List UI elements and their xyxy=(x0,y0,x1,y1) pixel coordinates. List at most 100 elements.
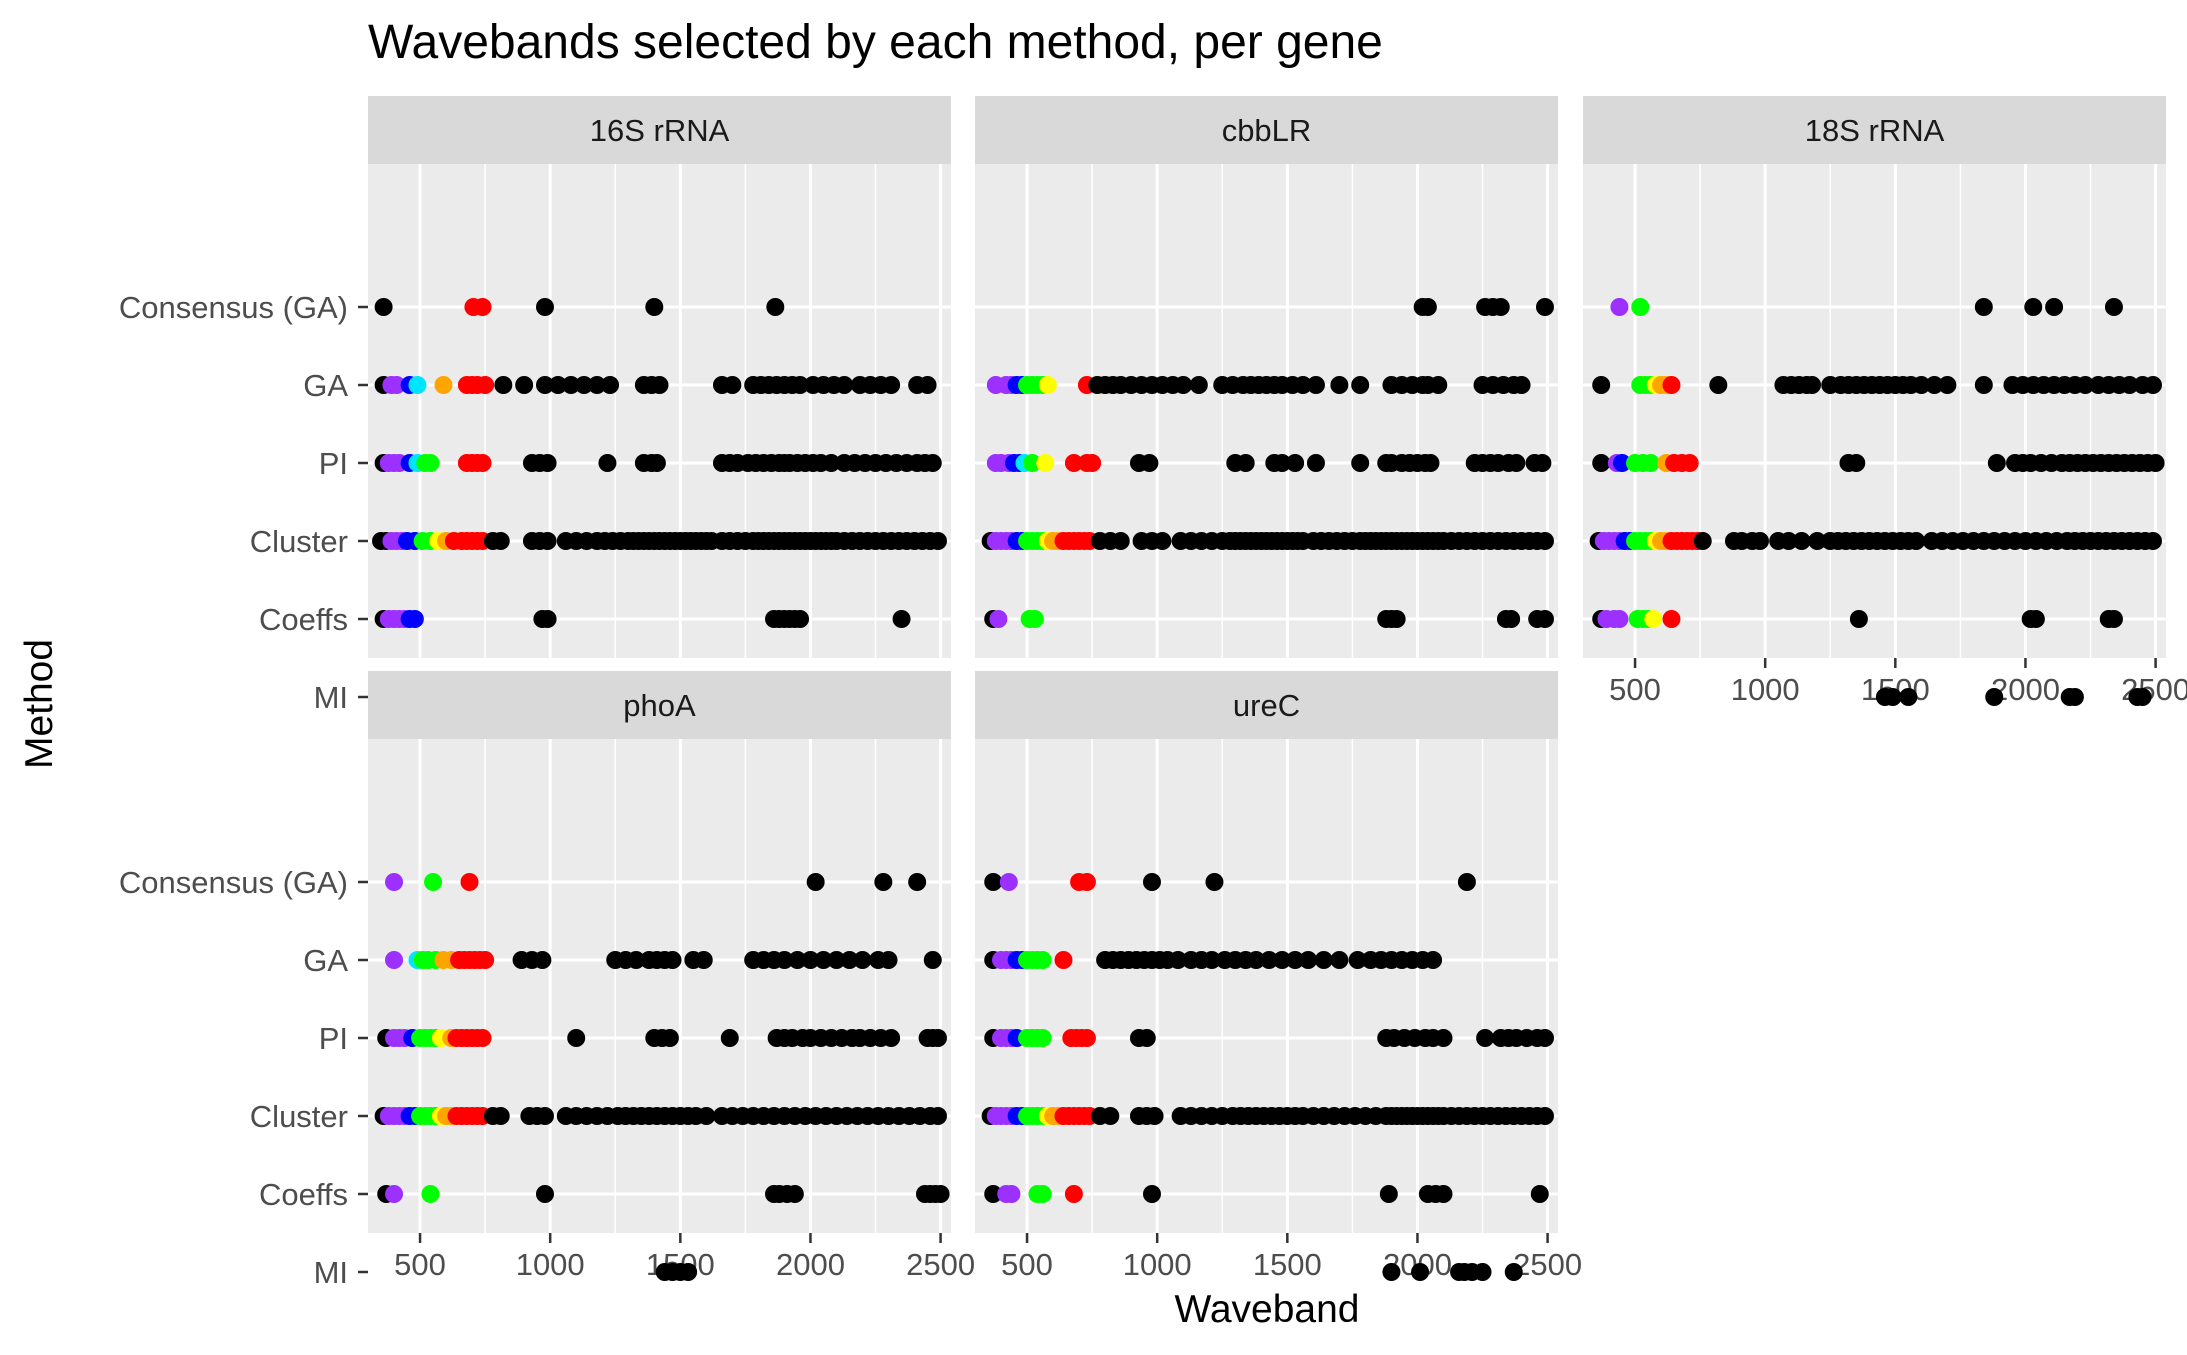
data-point xyxy=(1925,376,1944,394)
data-point xyxy=(567,1029,586,1047)
data-point xyxy=(1987,454,2006,472)
data-point xyxy=(1883,688,1902,706)
x-axis-title: Waveband xyxy=(1174,1288,1359,1331)
data-point xyxy=(1912,376,1931,394)
facet-strip xyxy=(368,671,951,739)
data-point xyxy=(1023,454,1042,472)
data-point xyxy=(1434,1029,1453,1047)
data-point xyxy=(1033,1029,1052,1047)
data-point xyxy=(387,376,406,394)
data-point xyxy=(1792,532,1811,550)
data-point xyxy=(1387,610,1406,628)
facet-strip xyxy=(1583,96,2166,164)
y-tick-label: GA xyxy=(303,943,348,978)
y-tick-label: MI xyxy=(314,1255,348,1290)
x-tick-label: 2000 xyxy=(1991,672,2060,707)
data-point xyxy=(1077,1029,1096,1047)
data-point xyxy=(1750,532,1769,550)
data-point xyxy=(1476,1029,1495,1047)
data-point xyxy=(627,951,646,969)
data-point xyxy=(374,298,393,316)
data-point xyxy=(1382,1263,1401,1281)
data-point xyxy=(1535,1029,1554,1047)
data-point xyxy=(663,951,682,969)
data-point xyxy=(535,376,554,394)
data-point xyxy=(1293,376,1312,394)
data-point xyxy=(908,873,927,891)
data-point xyxy=(1025,610,1044,628)
data-point xyxy=(1002,1185,1021,1203)
y-tick-label: GA xyxy=(303,368,348,403)
data-point xyxy=(1273,454,1292,472)
data-point xyxy=(1535,532,1554,550)
data-point xyxy=(2026,610,2045,628)
data-point xyxy=(1535,610,1554,628)
facet-strip xyxy=(975,96,1558,164)
data-point xyxy=(2104,298,2123,316)
data-point xyxy=(892,610,911,628)
data-point xyxy=(598,454,617,472)
y-tick-label: Consensus (GA) xyxy=(119,865,348,900)
data-point xyxy=(2045,298,2064,316)
data-point xyxy=(1054,951,1073,969)
data-point xyxy=(647,454,666,472)
data-point xyxy=(814,951,833,969)
data-point xyxy=(1709,376,1728,394)
data-point xyxy=(791,610,810,628)
data-point xyxy=(1473,1263,1492,1281)
data-point xyxy=(1077,873,1096,891)
data-point xyxy=(424,873,443,891)
data-point xyxy=(1038,376,1057,394)
data-point xyxy=(1299,951,1318,969)
data-point xyxy=(660,1029,679,1047)
data-point xyxy=(679,1263,698,1281)
data-point xyxy=(806,873,825,891)
data-point xyxy=(1083,454,1102,472)
data-point xyxy=(1504,1263,1523,1281)
data-point xyxy=(408,376,427,394)
x-tick-label: 2000 xyxy=(776,1247,845,1282)
y-tick-label: Cluster xyxy=(250,524,348,559)
data-point xyxy=(1260,951,1279,969)
data-point xyxy=(1779,532,1798,550)
data-point xyxy=(827,951,846,969)
data-point xyxy=(1306,454,1325,472)
data-point xyxy=(1693,532,1712,550)
data-point xyxy=(882,376,901,394)
data-point xyxy=(1064,1185,1083,1203)
data-point xyxy=(1457,873,1476,891)
data-point xyxy=(1142,873,1161,891)
data-point xyxy=(1036,454,1055,472)
data-point xyxy=(385,873,404,891)
facet-panel: phoA Consensus (GA) GA PI Cluster Coeffs MI 500… xyxy=(119,671,975,1290)
data-point xyxy=(1142,1185,1161,1203)
data-point xyxy=(1662,376,1681,394)
data-point xyxy=(434,376,453,394)
data-point xyxy=(918,376,937,394)
facet-panel: cbbLR xyxy=(975,96,1558,706)
facet-strip-label: 18S rRNA xyxy=(1805,113,1945,148)
data-point xyxy=(491,532,510,550)
data-point xyxy=(562,376,581,394)
chart-title: Wavebands selected by each method, per g… xyxy=(368,16,1383,69)
data-point xyxy=(1502,610,1521,628)
data-point xyxy=(476,376,495,394)
data-point xyxy=(1348,951,1367,969)
facet-panel: 18S rRNA5001000150020002500 xyxy=(1583,96,2187,707)
data-point xyxy=(1379,1185,1398,1203)
panel-background xyxy=(975,739,1558,1233)
data-point xyxy=(1512,376,1531,394)
data-point xyxy=(697,1107,716,1125)
facet-strip xyxy=(368,96,951,164)
facet-panel: ureC5001000150020002500 xyxy=(975,671,1582,1282)
data-point xyxy=(1530,1185,1549,1203)
data-point xyxy=(473,1029,492,1047)
data-point xyxy=(1202,951,1221,969)
panel-background xyxy=(1583,164,2166,658)
data-point xyxy=(879,951,898,969)
x-tick-label: 500 xyxy=(1609,672,1661,707)
data-point xyxy=(1205,873,1224,891)
data-point xyxy=(1662,610,1681,628)
data-point xyxy=(874,873,893,891)
